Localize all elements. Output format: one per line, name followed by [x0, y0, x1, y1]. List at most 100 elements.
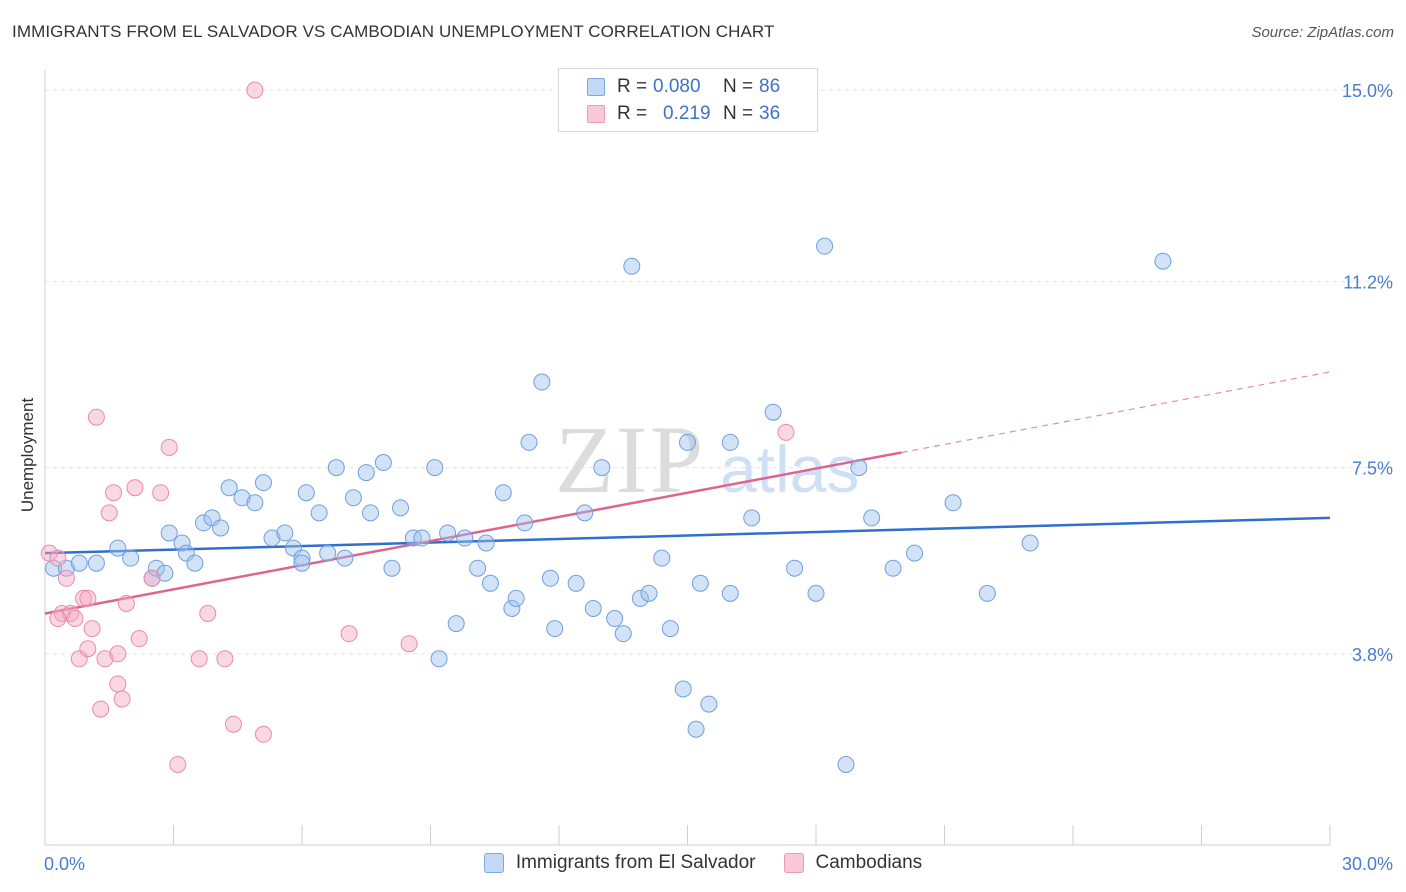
cambodian-point	[109, 675, 127, 693]
salvador-point	[944, 494, 962, 512]
cambodian-point	[143, 569, 161, 587]
salvador-point	[186, 554, 204, 572]
salvador-point	[884, 559, 902, 577]
salvador-point	[430, 650, 448, 668]
salvador-point	[743, 509, 761, 527]
cambodian-point	[777, 423, 795, 441]
cambodian-point	[169, 755, 187, 773]
salvador-point	[160, 524, 178, 542]
n-value: 86	[759, 76, 781, 97]
salvador-point	[906, 544, 924, 562]
cambodian-point	[246, 81, 264, 99]
salvador-point	[404, 529, 422, 547]
salvador-point	[520, 433, 538, 451]
salvador-point	[687, 720, 705, 738]
salvador-point	[1154, 252, 1172, 270]
grid-lines	[45, 89, 1390, 655]
cambodian-point	[100, 504, 118, 522]
cambodian-point	[57, 569, 75, 587]
salvador-point	[293, 549, 311, 567]
legend-label-cambodians: Cambodians	[815, 852, 923, 873]
cambodian-trend-line	[44, 451, 902, 615]
salvador-point	[494, 484, 512, 502]
y-tick-label: 3.8%	[1352, 645, 1393, 665]
n-label: N =	[723, 103, 754, 124]
salvador-point	[447, 615, 465, 633]
salvador-point	[456, 529, 474, 547]
x-tick-label: 30.0%	[1342, 854, 1393, 874]
salvador-point	[374, 454, 392, 472]
salvador-point	[481, 574, 499, 592]
cambodian-point	[117, 594, 135, 612]
stats-row-cambodian: R = 0.219 N = 36	[559, 101, 780, 127]
salvador-point	[246, 494, 264, 512]
salvador-point	[254, 474, 272, 492]
cambodian-point	[130, 630, 148, 648]
salvador-point	[516, 514, 534, 532]
salvador-point	[173, 534, 191, 552]
r-label: R =	[617, 103, 648, 124]
r-value: 0.219	[663, 103, 711, 124]
salvador-point	[319, 544, 337, 562]
axes	[44, 70, 1331, 846]
salvador-point	[293, 554, 311, 572]
n-label: N =	[723, 76, 754, 97]
salvador-point	[807, 584, 825, 602]
cambodian-point	[92, 700, 110, 718]
cambodian-point	[190, 650, 208, 668]
cambodian-point	[75, 589, 93, 607]
salvador-point	[109, 539, 127, 557]
salvador-point	[220, 479, 238, 497]
salvador-point	[263, 529, 281, 547]
salvador-point	[623, 257, 641, 275]
y-tick-label: 11.2%	[1343, 272, 1393, 292]
cambodian-point	[40, 544, 58, 562]
salvador-point	[533, 373, 551, 391]
salvador-point	[593, 459, 611, 477]
stats-legend: R = 0.080 N = 86 R = 0.219 N = 36	[558, 68, 818, 132]
salvador-point	[584, 599, 602, 617]
cambodian-point	[224, 715, 242, 733]
salvador-point	[147, 559, 165, 577]
cambodian-swatch	[587, 105, 605, 123]
salvador-point	[978, 584, 996, 602]
salvador-point	[576, 504, 594, 522]
cambodian-point	[66, 610, 84, 628]
salvador-point	[567, 574, 585, 592]
legend-item-salvador[interactable]: Immigrants from El Salvador	[483, 852, 756, 874]
cambodian-point	[113, 690, 131, 708]
chart-title: IMMIGRANTS FROM EL SALVADOR VS CAMBODIAN…	[12, 22, 775, 41]
cambodian-point	[87, 408, 105, 426]
salvador-point	[691, 574, 709, 592]
cambodian-point	[400, 635, 418, 653]
salvador-point	[674, 680, 692, 698]
cambodians-legend-swatch	[783, 853, 804, 873]
legend-item-cambodians[interactable]: Cambodians	[783, 852, 923, 874]
salvador-point	[700, 695, 718, 713]
salvador-point	[837, 755, 855, 773]
salvador-legend-swatch	[483, 853, 504, 873]
watermark-atlas: atlas	[720, 432, 859, 506]
salvador-point	[336, 549, 354, 567]
salvador-point	[276, 524, 294, 542]
r-label: R =	[617, 76, 648, 97]
cambodian-point	[49, 610, 67, 628]
salvador-swatch	[587, 78, 605, 96]
cambodian-point	[79, 640, 97, 658]
salvador-point	[541, 569, 559, 587]
salvador-point	[413, 529, 431, 547]
salvador-point	[507, 589, 525, 607]
stats-row-salvador: R = 0.080 N = 86	[559, 74, 780, 100]
salvador-point	[631, 589, 649, 607]
cambodian-point	[83, 620, 101, 638]
salvador-point	[816, 237, 834, 255]
salvador-point	[344, 489, 362, 507]
salvador-point	[786, 559, 804, 577]
salvador-trend-line	[44, 516, 1331, 555]
salvador-point	[546, 620, 564, 638]
legend-label-salvador: Immigrants from El Salvador	[515, 852, 756, 873]
data-points	[40, 81, 1172, 773]
salvador-point	[392, 499, 410, 517]
cambodian-point	[96, 650, 114, 668]
